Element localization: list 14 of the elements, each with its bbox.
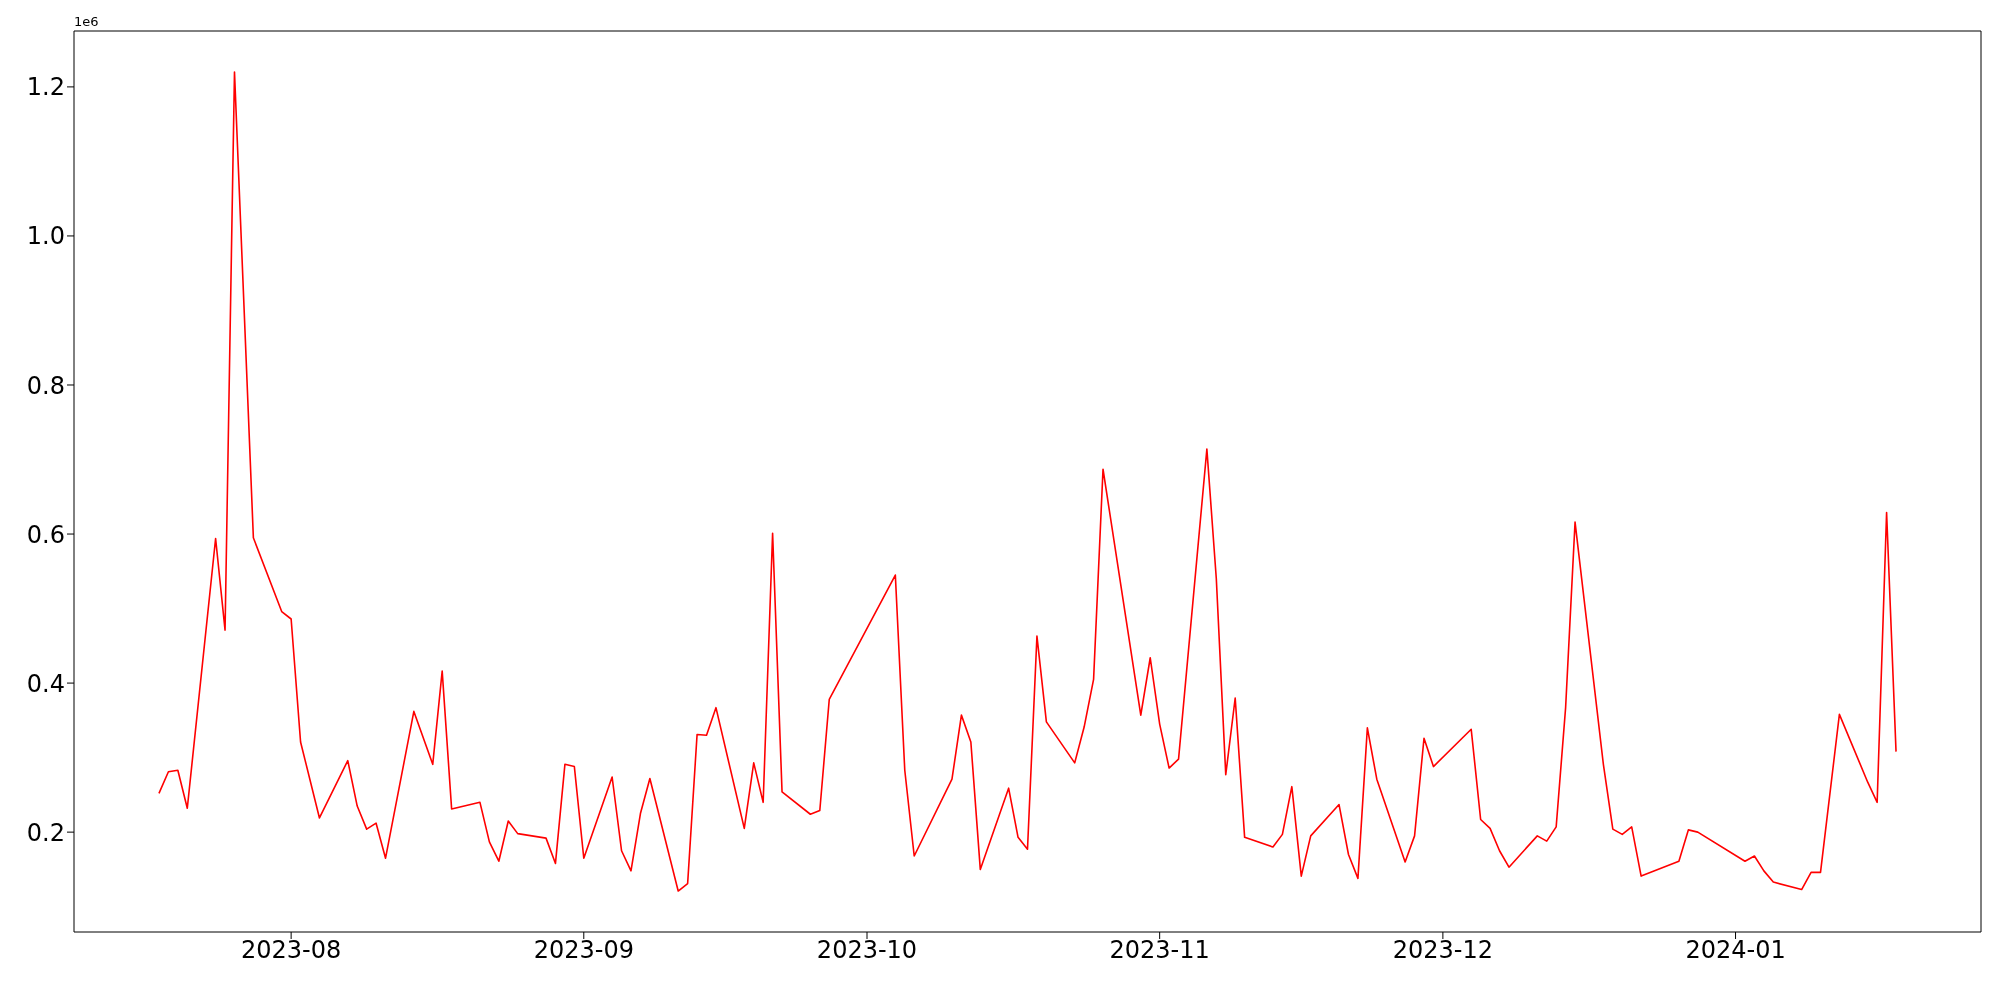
x-tick-label: 2023-09 (533, 936, 634, 965)
text: 1e6 (74, 14, 99, 29)
x-tick-label: 2023-11 (1109, 936, 1210, 965)
x-tick-label: 2023-08 (240, 936, 342, 965)
line-series (158, 71, 1897, 892)
y-tick-label: 1.0 (26, 222, 65, 251)
y-tick-label: 0.2 (26, 818, 65, 847)
x-tick-label: 2023-12 (1392, 936, 1494, 965)
y-tick-label: 0.4 (26, 669, 65, 698)
x-tick-label: 2024-01 (1685, 936, 1786, 965)
y-tick-label: 0.6 (26, 520, 65, 549)
x-tick-label: 2023-10 (816, 936, 918, 965)
y-tick-label: 0.8 (26, 371, 65, 400)
y-tick-label: 1.2 (26, 73, 65, 102)
